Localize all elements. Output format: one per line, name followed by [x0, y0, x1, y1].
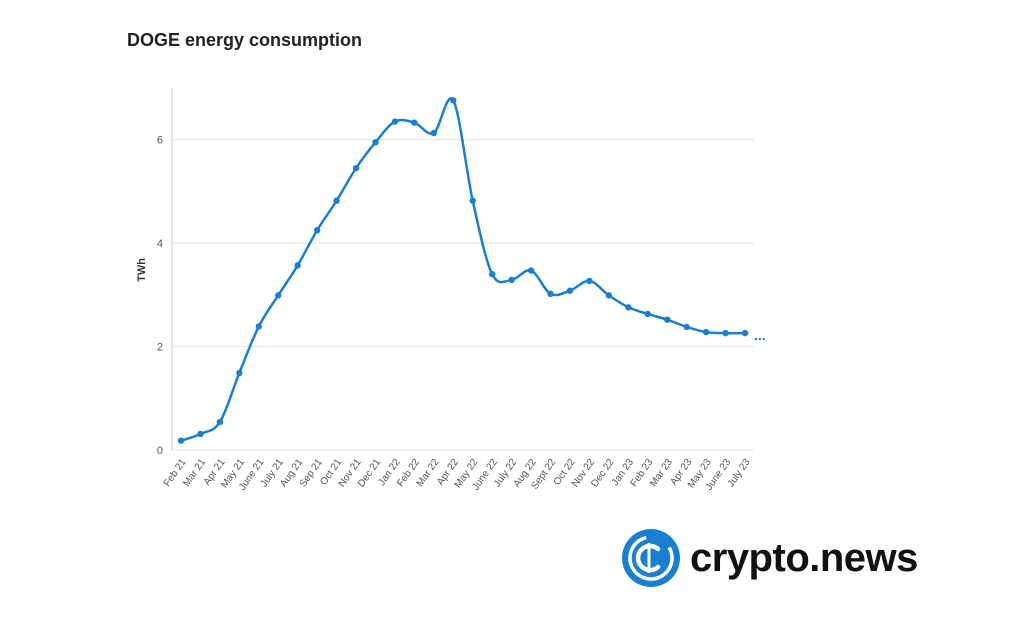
series-line-layer	[180, 97, 746, 442]
y-tick-label: 4	[157, 238, 163, 250]
data-point-25	[664, 316, 671, 323]
crypto-news-logo-icon	[622, 529, 680, 587]
data-point-0	[177, 437, 185, 444]
data-point-28	[722, 329, 729, 337]
data-point-27	[702, 328, 710, 336]
chart-title: DOGE energy consumption	[127, 30, 363, 50]
data-points	[177, 97, 749, 444]
data-point-11	[391, 118, 399, 125]
data-point-21	[586, 277, 593, 285]
data-point-26	[683, 323, 690, 331]
y-tick-label: 6	[157, 135, 163, 147]
data-point-2	[216, 418, 224, 426]
data-point-19	[547, 290, 554, 298]
data-point-20	[566, 287, 574, 294]
data-point-16	[488, 270, 496, 278]
data-point-23	[625, 304, 632, 311]
data-point-4	[255, 323, 262, 330]
crypto-news-logo: crypto.news	[620, 527, 918, 589]
data-point-22	[605, 292, 613, 299]
y-tick-label: 0	[157, 445, 163, 457]
data-point-18	[527, 267, 535, 274]
logo-text: crypto.news	[690, 535, 918, 580]
data-point-14	[450, 97, 457, 104]
data-point-24	[644, 310, 651, 318]
data-point-15	[469, 197, 476, 204]
data-point-17	[508, 276, 515, 284]
series-line	[180, 97, 746, 442]
data-point-5	[275, 292, 282, 299]
data-point-9	[352, 164, 360, 172]
continuation-ellipsis: ...	[754, 327, 766, 343]
data-point-7	[313, 227, 321, 234]
y-axis-label: TWh	[136, 258, 148, 282]
data-point-12	[411, 119, 418, 126]
data-point-8	[333, 197, 340, 204]
data-point-10	[372, 139, 379, 146]
grid-lines	[172, 139, 754, 451]
data-point-3	[236, 369, 243, 377]
data-point-1	[197, 430, 204, 438]
data-point-13	[430, 129, 438, 137]
data-point-29	[741, 329, 749, 337]
y-tick-label: 2	[157, 342, 163, 354]
data-point-6	[294, 262, 301, 269]
